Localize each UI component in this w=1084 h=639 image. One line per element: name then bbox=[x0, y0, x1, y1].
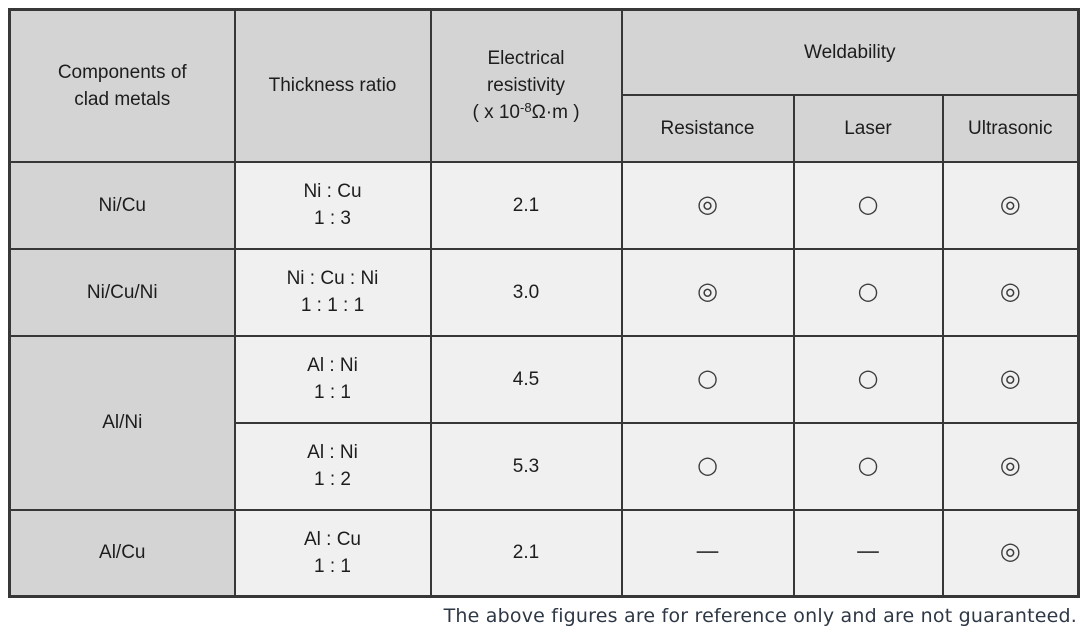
cell-weld-laser: — bbox=[792, 508, 944, 598]
double-circle-symbol: ◎ bbox=[697, 189, 718, 218]
circle-symbol: ○ bbox=[697, 363, 718, 392]
dash-symbol: — bbox=[856, 537, 880, 566]
cell-weld-resistance: ◎ bbox=[620, 160, 795, 250]
double-circle-symbol: ◎ bbox=[999, 189, 1021, 218]
cell-resistivity: 5.3 bbox=[429, 421, 623, 511]
circle-symbol: ○ bbox=[857, 363, 879, 392]
header-weldability: Weldability bbox=[620, 8, 1080, 96]
cell-weld-resistance: — bbox=[620, 508, 795, 598]
header-weld-ultrasonic: Ultrasonic bbox=[941, 93, 1080, 163]
cell-resistivity: 3.0 bbox=[429, 247, 623, 337]
dash-symbol: — bbox=[695, 537, 720, 566]
cell-weld-ultrasonic: ◎ bbox=[941, 421, 1080, 511]
cell-component: Ni/Cu bbox=[8, 160, 236, 250]
cell-weld-ultrasonic: ◎ bbox=[941, 334, 1080, 424]
cell-weld-ultrasonic: ◎ bbox=[941, 508, 1080, 598]
cell-weld-resistance: ○ bbox=[620, 421, 795, 511]
cell-resistivity: 2.1 bbox=[429, 508, 623, 598]
header-resistivity-unit: ( x 10-8Ω·m ) bbox=[472, 100, 580, 124]
table-row-al-ni-1: Al/Ni Al : Ni 1 : 1 4.5 ○ ○ ◎ bbox=[8, 334, 1080, 511]
cell-component: Ni/Cu/Ni bbox=[8, 247, 236, 337]
circle-symbol: ○ bbox=[857, 450, 879, 479]
header-resistivity-line1: Electrical bbox=[487, 48, 565, 70]
header-components: Components of clad metals bbox=[8, 8, 236, 163]
cell-weld-resistance: ○ bbox=[620, 334, 795, 424]
cell-weld-laser: ○ bbox=[792, 247, 944, 337]
header-weld-resistance: Resistance bbox=[620, 93, 795, 163]
cell-resistivity: 2.1 bbox=[429, 160, 623, 250]
cell-weld-ultrasonic: ◎ bbox=[941, 247, 1080, 337]
cell-weld-resistance: ◎ bbox=[620, 247, 795, 337]
reference-note: The above figures are for reference only… bbox=[443, 605, 1077, 627]
cell-component: Al/Ni bbox=[8, 334, 236, 511]
table-row-ni-cu: Ni/Cu Ni : Cu 1 : 3 2.1 ◎ ○ ◎ bbox=[8, 160, 1080, 250]
header-weld-laser: Laser bbox=[792, 93, 944, 163]
header-resistivity-line2: resistivity bbox=[486, 75, 566, 97]
header-row-sub: Resistance Laser Ultrasonic bbox=[10, 93, 1080, 163]
circle-symbol: ○ bbox=[697, 450, 718, 479]
circle-symbol: ○ bbox=[857, 276, 879, 305]
cell-thickness-ratio: Ni : Cu : Ni 1 : 1 : 1 bbox=[233, 247, 432, 337]
cell-weld-laser: ○ bbox=[792, 334, 944, 424]
table-row-ni-cu-ni: Ni/Cu/Ni Ni : Cu : Ni 1 : 1 : 1 3.0 ◎ ○ … bbox=[8, 247, 1080, 337]
cell-weld-laser: ○ bbox=[792, 160, 944, 250]
header-row-top: Components of clad metals Thickness rati… bbox=[8, 8, 1080, 163]
cell-thickness-ratio: Al : Cu 1 : 1 bbox=[233, 508, 432, 598]
cell-thickness-ratio: Al : Ni 1 : 1 bbox=[233, 334, 432, 424]
circle-symbol: ○ bbox=[857, 189, 879, 218]
cell-thickness-ratio: Ni : Cu 1 : 3 bbox=[233, 160, 432, 250]
double-circle-symbol: ◎ bbox=[999, 363, 1021, 392]
header-thickness-ratio: Thickness ratio bbox=[233, 8, 432, 163]
cell-component: Al/Cu bbox=[8, 508, 236, 598]
clad-metals-weldability-table: Components of clad metals Thickness rati… bbox=[8, 8, 1080, 598]
header-electrical-resistivity: Electrical resistivity ( x 10-8Ω·m ) bbox=[429, 8, 623, 163]
cell-weld-laser: ○ bbox=[792, 421, 944, 511]
double-circle-symbol: ◎ bbox=[999, 276, 1021, 305]
resistivity-exponent: -8 bbox=[520, 100, 532, 116]
double-circle-symbol: ◎ bbox=[999, 450, 1021, 479]
table-row-al-cu: Al/Cu Al : Cu 1 : 1 2.1 — — ◎ bbox=[8, 508, 1080, 598]
double-circle-symbol: ◎ bbox=[999, 537, 1021, 566]
double-circle-symbol: ◎ bbox=[697, 276, 718, 305]
cell-resistivity: 4.5 bbox=[429, 334, 623, 424]
cell-thickness-ratio: Al : Ni 1 : 2 bbox=[233, 421, 432, 511]
cell-weld-ultrasonic: ◎ bbox=[941, 160, 1080, 250]
table-row-al-ni-2: Al : Ni 1 : 2 5.3 ○ ○ ◎ bbox=[10, 421, 1080, 511]
header-components-line2: clad metals bbox=[74, 88, 171, 110]
header-components-line1: Components of bbox=[57, 61, 187, 83]
